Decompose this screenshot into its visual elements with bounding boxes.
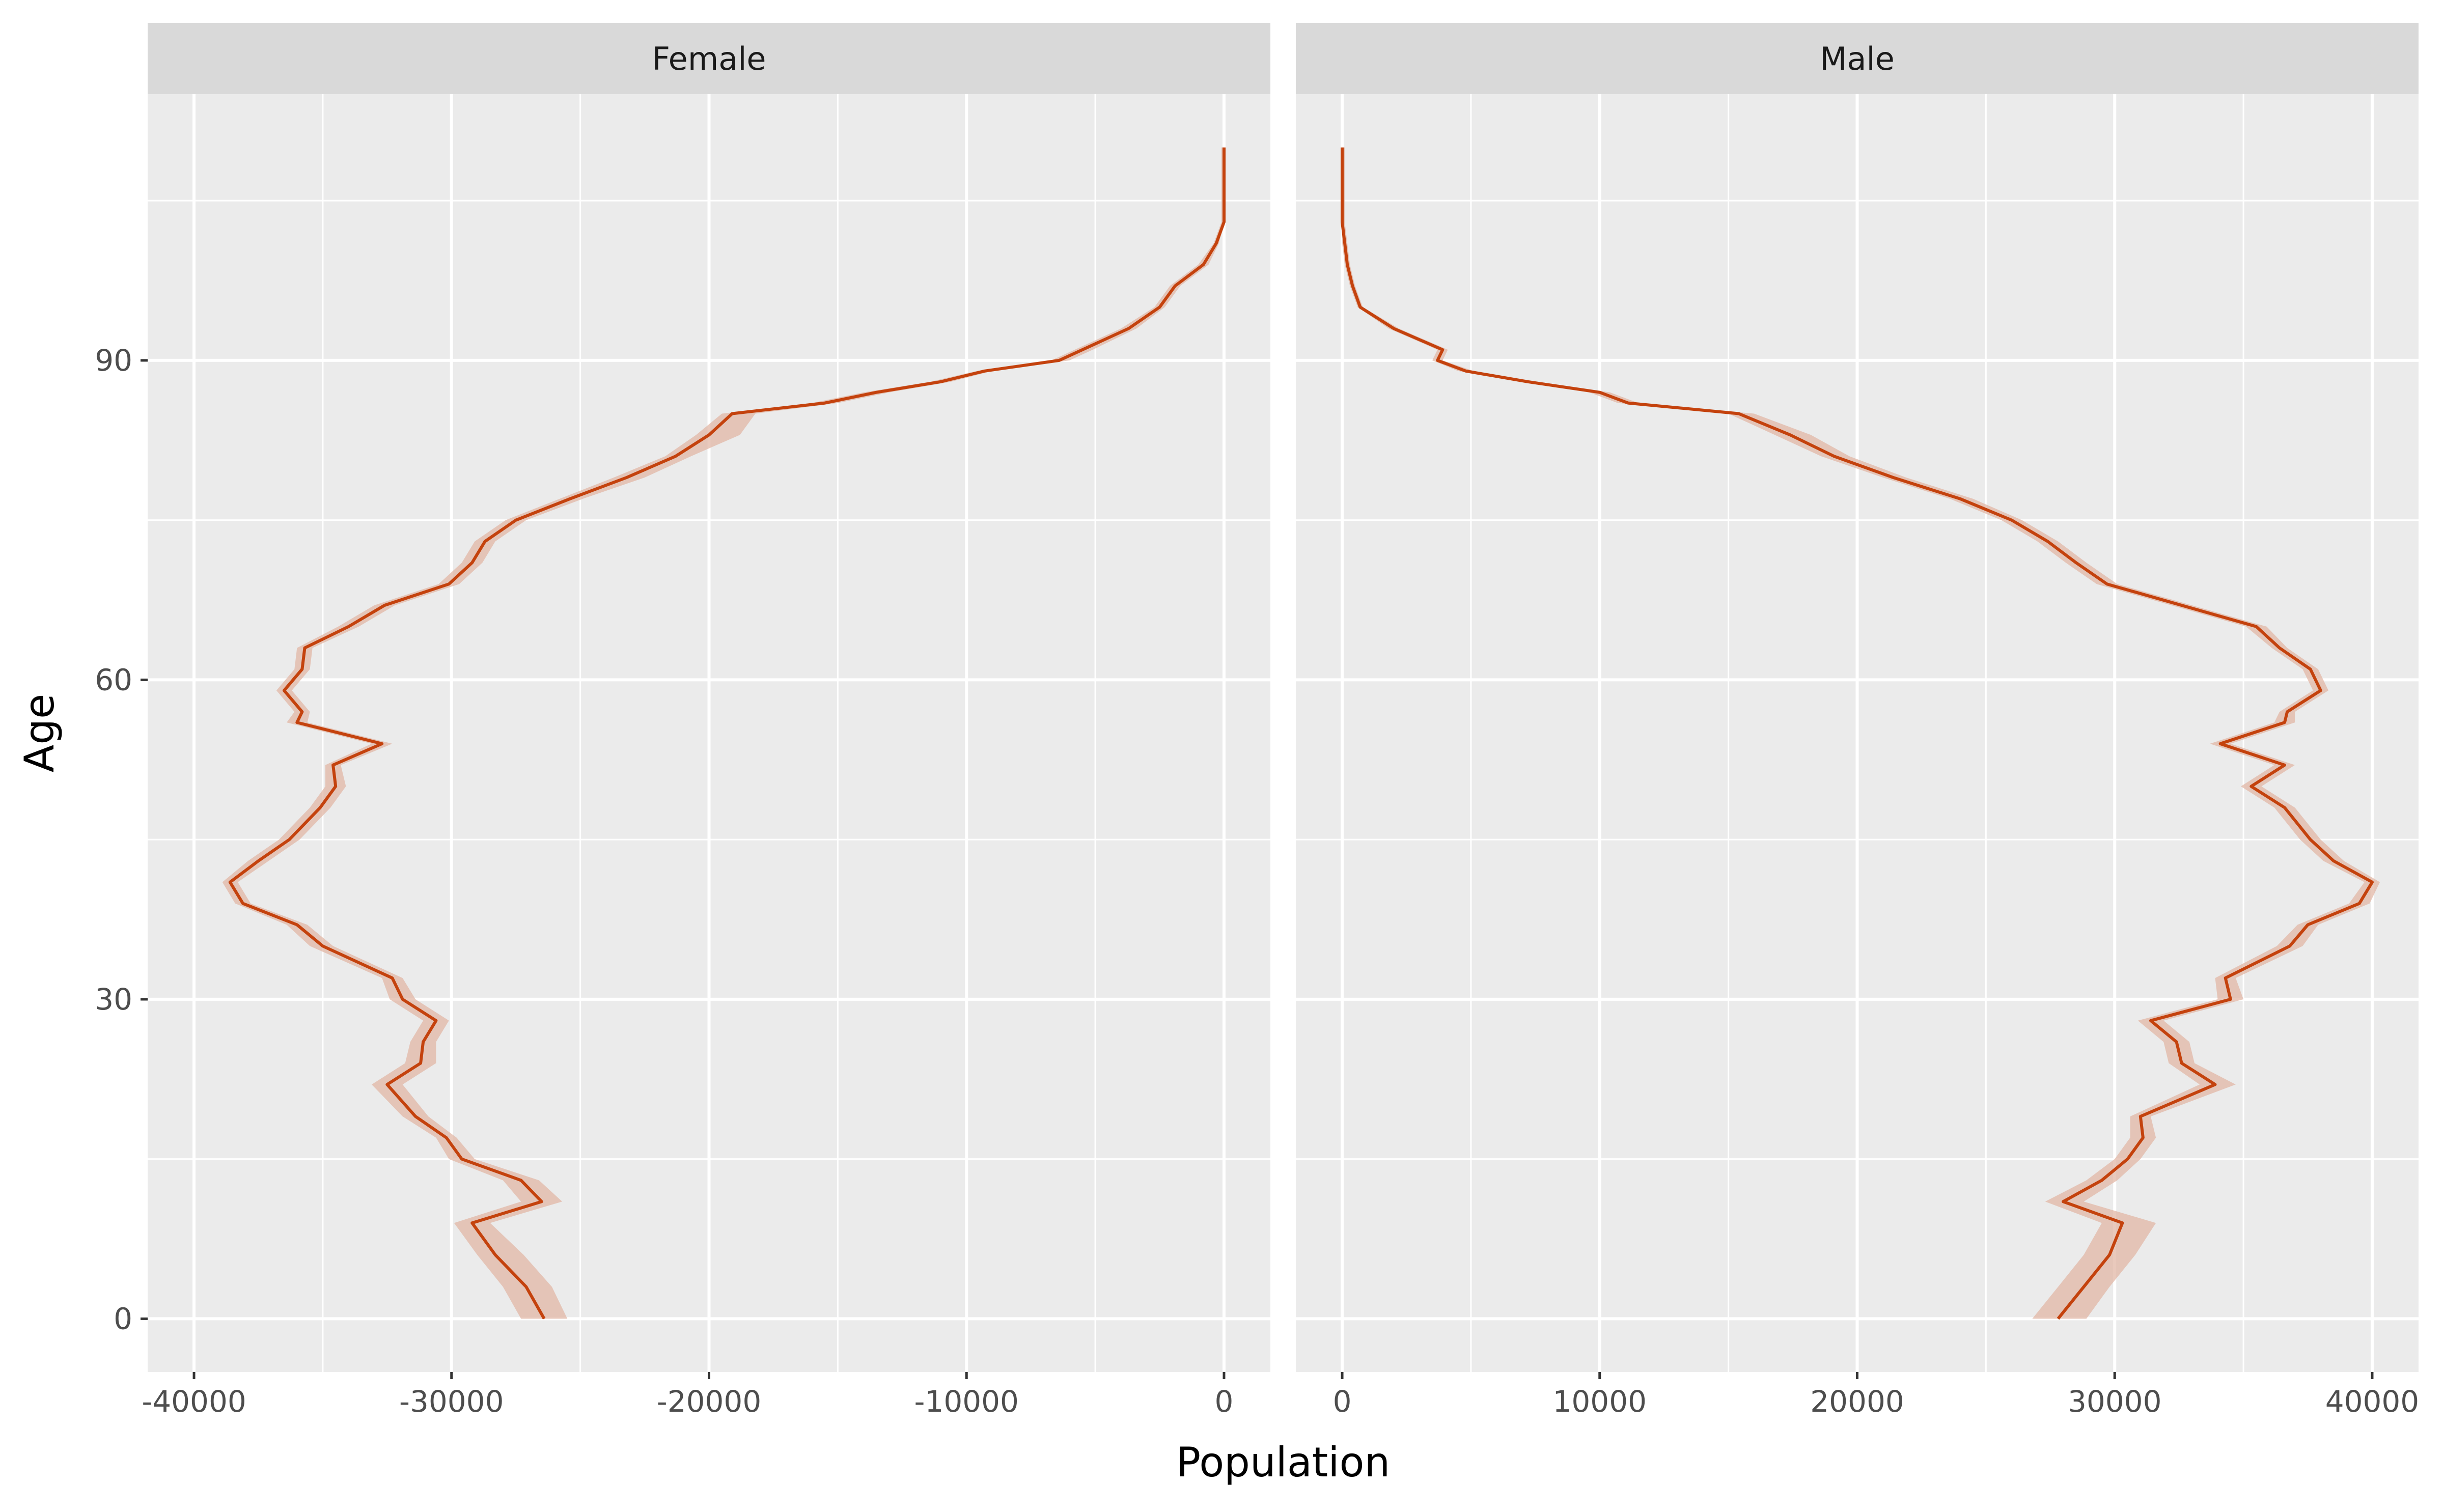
- strip-label-male: Male: [1820, 40, 1895, 77]
- x-tick-label-female: -30000: [399, 1384, 504, 1419]
- y-tick-label: 60: [95, 662, 132, 697]
- x-tick-label-male: 20000: [1810, 1384, 1904, 1419]
- strip-label-female: Female: [652, 40, 766, 77]
- strip-male: [1296, 23, 2419, 94]
- y-axis-title: Age: [16, 694, 63, 773]
- x-tick-label-female: 0: [1215, 1384, 1234, 1419]
- y-tick-label: 30: [95, 982, 132, 1017]
- x-tick-label-male: 30000: [2068, 1384, 2162, 1419]
- population-line-female: [228, 147, 1226, 1320]
- x-tick-label-male: 10000: [1553, 1384, 1647, 1419]
- y-tick-label: 0: [114, 1301, 132, 1336]
- x-tick-label-female: -20000: [657, 1384, 761, 1419]
- x-tick-label-female: -10000: [914, 1384, 1019, 1419]
- x-tick-label-female: -40000: [142, 1384, 246, 1419]
- strip-female: [148, 23, 1270, 94]
- population-line-male: [1341, 147, 2374, 1320]
- y-tick-label: 90: [95, 343, 132, 378]
- x-tick-label-male: 0: [1333, 1384, 1352, 1419]
- x-tick-label-male: 40000: [2325, 1384, 2420, 1419]
- x-axis-title: Population: [1176, 1439, 1390, 1486]
